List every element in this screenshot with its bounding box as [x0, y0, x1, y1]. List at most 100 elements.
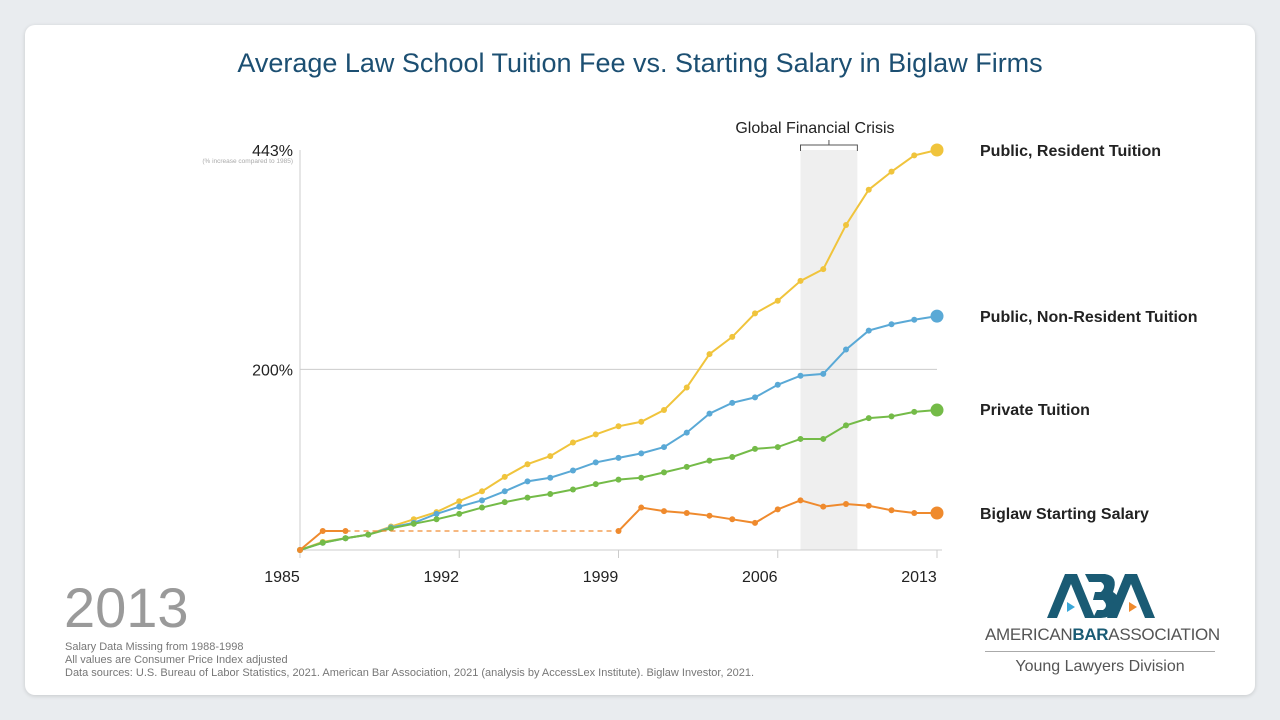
- x-tick-label: 1992: [423, 569, 459, 586]
- data-point: [911, 152, 918, 159]
- data-point: [433, 510, 440, 517]
- data-point: [797, 497, 804, 504]
- data-point: [865, 327, 872, 334]
- x-tick-label: 2006: [742, 569, 778, 586]
- series-label: Private Tuition: [980, 402, 1090, 419]
- series-label: Public, Resident Tuition: [980, 143, 1161, 160]
- data-point: [615, 454, 622, 461]
- note-cpi: All values are Consumer Price Index adju…: [65, 654, 288, 666]
- data-point: [706, 457, 713, 464]
- y-tick-label: 443%: [252, 143, 293, 160]
- data-point: [456, 503, 463, 510]
- data-point: [410, 520, 417, 527]
- data-point: [843, 500, 849, 507]
- data-point: [683, 429, 690, 436]
- data-point: [774, 381, 781, 388]
- data-point: [433, 516, 440, 523]
- data-point: [615, 528, 622, 535]
- data-point: [888, 507, 895, 514]
- x-tick-label: 2013: [901, 569, 937, 586]
- data-point: [843, 346, 849, 353]
- data-point: [729, 399, 736, 406]
- data-point: [365, 531, 372, 538]
- crisis-bracket: [800, 140, 858, 151]
- data-point: [661, 407, 667, 414]
- data-point: [930, 506, 944, 520]
- chart-card: [25, 25, 1255, 695]
- data-point: [865, 502, 872, 509]
- data-point: [661, 508, 667, 515]
- data-point: [930, 143, 944, 157]
- data-point: [661, 469, 667, 476]
- data-point: [865, 186, 872, 193]
- data-point: [456, 498, 463, 505]
- data-point: [820, 370, 827, 377]
- data-point: [729, 453, 736, 460]
- data-point: [638, 474, 645, 481]
- data-point: [774, 297, 781, 304]
- crisis-label: Global Financial Crisis: [735, 120, 894, 137]
- data-point: [752, 394, 758, 401]
- data-point: [729, 516, 736, 523]
- data-point: [479, 504, 485, 511]
- current-year-label: 2013: [64, 576, 189, 639]
- data-point: [797, 372, 804, 379]
- note-missing-data: Salary Data Missing from 1988-1998: [65, 641, 244, 653]
- data-point: [297, 547, 303, 553]
- chart-title: Average Law School Tuition Fee vs. Start…: [237, 48, 1043, 78]
- data-point: [570, 439, 576, 446]
- data-point: [615, 476, 622, 483]
- data-point: [774, 444, 781, 451]
- data-point: [706, 410, 713, 417]
- data-point: [843, 221, 849, 228]
- data-point: [319, 539, 326, 546]
- data-point: [797, 277, 804, 284]
- data-point: [638, 504, 645, 511]
- data-point: [342, 535, 349, 542]
- data-point: [683, 463, 690, 470]
- data-point: [592, 431, 599, 438]
- data-point: [570, 467, 576, 474]
- data-point: [479, 497, 485, 504]
- data-point: [638, 418, 645, 425]
- data-point: [592, 481, 599, 488]
- data-point: [911, 408, 918, 415]
- data-point: [911, 509, 918, 516]
- x-tick-label: 1999: [583, 569, 619, 586]
- aba-logo: AMERICANBARASSOCIATION Young Lawyers Div…: [985, 572, 1220, 676]
- data-point: [661, 444, 667, 451]
- data-point: [820, 503, 827, 510]
- data-point: [683, 509, 690, 516]
- data-point: [388, 525, 394, 532]
- y-tick-label: 200%: [252, 362, 293, 379]
- data-point: [706, 351, 713, 358]
- data-point: [843, 422, 849, 429]
- series-label: Public, Non-Resident Tuition: [980, 309, 1197, 326]
- data-point: [570, 486, 576, 493]
- series-line: [617, 499, 937, 532]
- data-point: [547, 453, 554, 460]
- data-point: [930, 309, 944, 323]
- data-point: [479, 488, 485, 495]
- data-point: [342, 528, 349, 535]
- data-point: [683, 384, 690, 391]
- data-point: [865, 415, 872, 422]
- data-point: [547, 491, 554, 498]
- data-point: [752, 519, 758, 526]
- data-point: [820, 435, 827, 442]
- data-point: [888, 413, 895, 420]
- note-sources: Data sources: U.S. Bureau of Labor Stati…: [65, 667, 755, 679]
- series-label: Biglaw Starting Salary: [980, 506, 1149, 523]
- data-point: [456, 510, 463, 517]
- division-label: Young Lawyers Division: [985, 651, 1215, 676]
- data-point: [752, 310, 758, 317]
- footnotes: Salary Data Missing from 1988-1998 All v…: [65, 641, 754, 680]
- data-point: [524, 478, 531, 485]
- data-point: [319, 528, 326, 535]
- data-point: [820, 266, 827, 273]
- data-point: [706, 512, 713, 519]
- data-point: [888, 321, 895, 328]
- data-point: [547, 474, 554, 481]
- aba-wordmark: AMERICANBARASSOCIATION: [985, 625, 1220, 644]
